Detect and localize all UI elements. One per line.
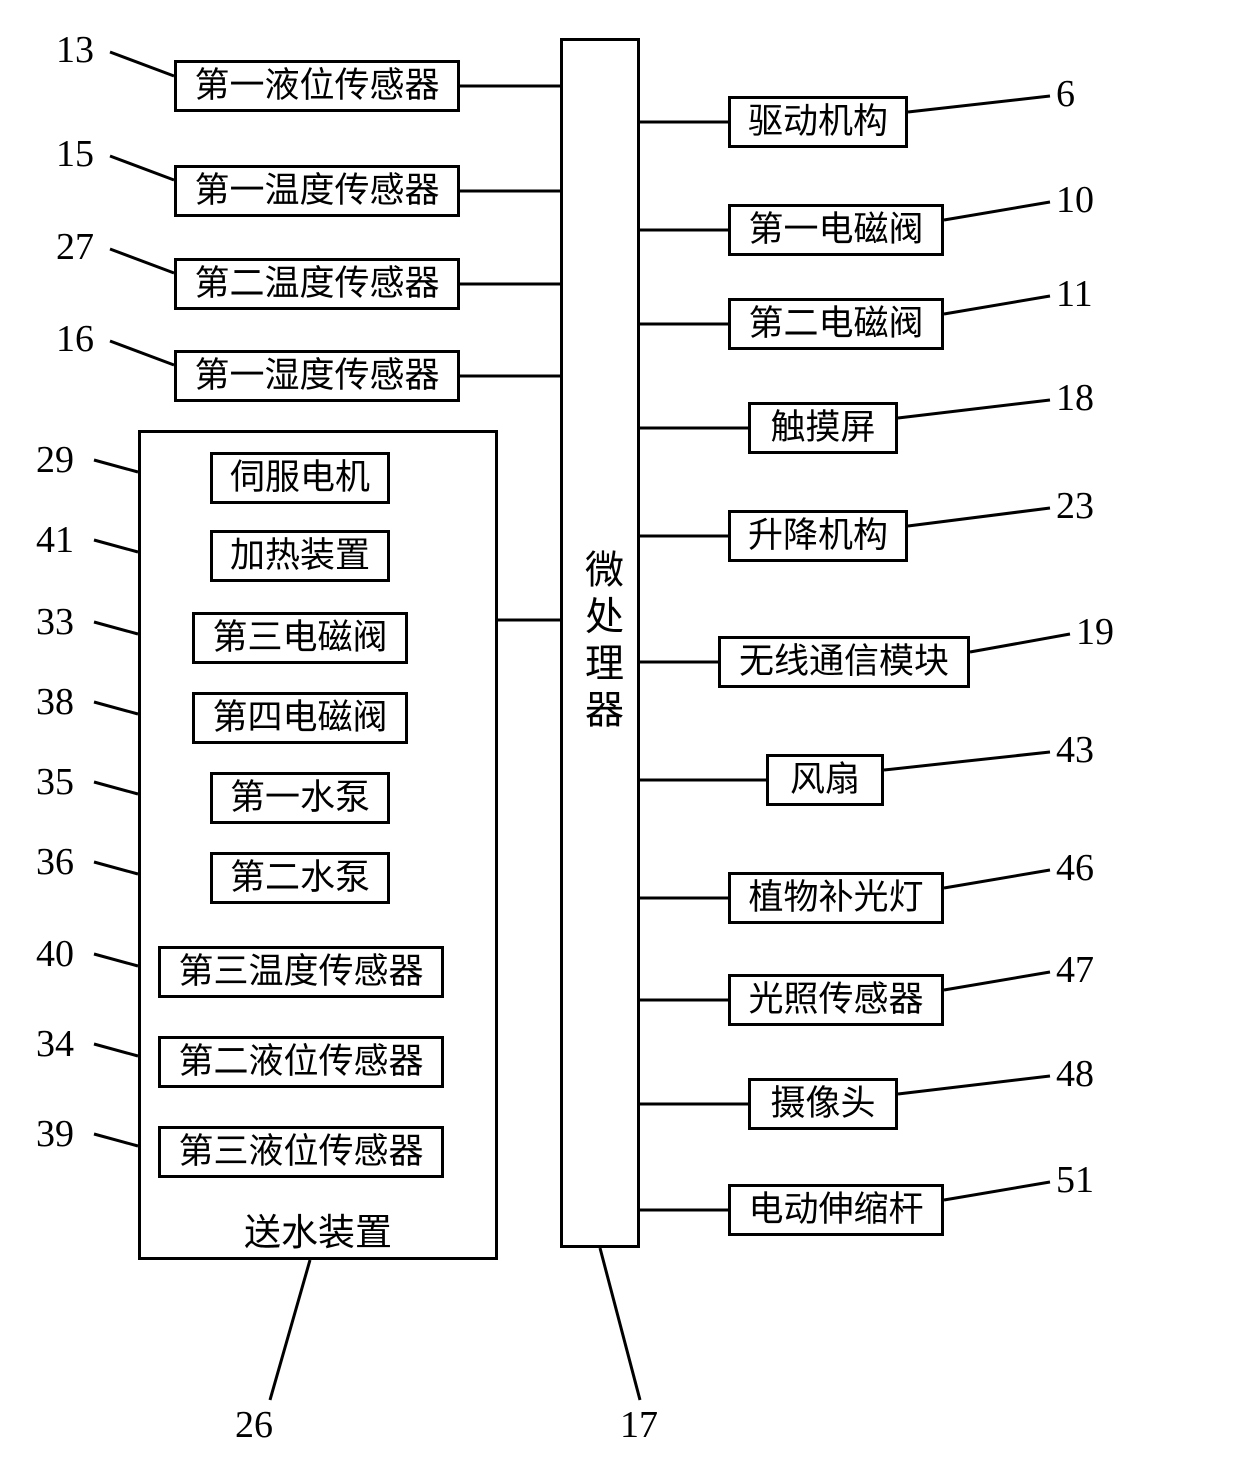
num-34: 34 — [36, 1022, 74, 1066]
num-27: 27 — [56, 225, 94, 269]
num-39: 39 — [36, 1112, 74, 1156]
r51: 电动伸缩杆 — [728, 1184, 944, 1236]
s16: 第一湿度传感器 — [174, 350, 460, 402]
g39: 第三液位传感器 — [158, 1126, 444, 1178]
g40: 第三温度传感器 — [158, 946, 444, 998]
r43: 风扇 — [766, 754, 884, 806]
s15: 第一温度传感器 — [174, 165, 460, 217]
r11: 第二电磁阀 — [728, 298, 944, 350]
num-26: 26 — [235, 1403, 273, 1447]
num-11: 11 — [1056, 272, 1093, 316]
num-15: 15 — [56, 132, 94, 176]
num-47: 47 — [1056, 948, 1094, 992]
num-35: 35 — [36, 760, 74, 804]
r18: 触摸屏 — [748, 402, 898, 454]
g41: 加热装置 — [210, 530, 390, 582]
num-46: 46 — [1056, 846, 1094, 890]
num-51: 51 — [1056, 1158, 1094, 1202]
num-33: 33 — [36, 600, 74, 644]
num-6: 6 — [1056, 72, 1075, 116]
mpu-box: 微处理器 — [560, 38, 640, 1248]
g36: 第二水泵 — [210, 852, 390, 904]
num-18: 18 — [1056, 376, 1094, 420]
r10: 第一电磁阀 — [728, 204, 944, 256]
num-41: 41 — [36, 518, 74, 562]
num-38: 38 — [36, 680, 74, 724]
water-supply-label: 送水装置 — [138, 1202, 498, 1256]
num-13: 13 — [56, 28, 94, 72]
g29: 伺服电机 — [210, 452, 390, 504]
r47: 光照传感器 — [728, 974, 944, 1026]
g35: 第一水泵 — [210, 772, 390, 824]
num-17: 17 — [620, 1403, 658, 1447]
r19: 无线通信模块 — [718, 636, 970, 688]
num-10: 10 — [1056, 178, 1094, 222]
num-40: 40 — [36, 932, 74, 976]
g33: 第三电磁阀 — [192, 612, 408, 664]
r46: 植物补光灯 — [728, 872, 944, 924]
s13: 第一液位传感器 — [174, 60, 460, 112]
g38: 第四电磁阀 — [192, 692, 408, 744]
r48: 摄像头 — [748, 1078, 898, 1130]
g34: 第二液位传感器 — [158, 1036, 444, 1088]
r6: 驱动机构 — [728, 96, 908, 148]
r23: 升降机构 — [728, 510, 908, 562]
num-36: 36 — [36, 840, 74, 884]
num-29: 29 — [36, 438, 74, 482]
num-48: 48 — [1056, 1052, 1094, 1096]
num-19: 19 — [1076, 610, 1114, 654]
s27: 第二温度传感器 — [174, 258, 460, 310]
num-23: 23 — [1056, 484, 1094, 528]
num-16: 16 — [56, 317, 94, 361]
num-43: 43 — [1056, 728, 1094, 772]
